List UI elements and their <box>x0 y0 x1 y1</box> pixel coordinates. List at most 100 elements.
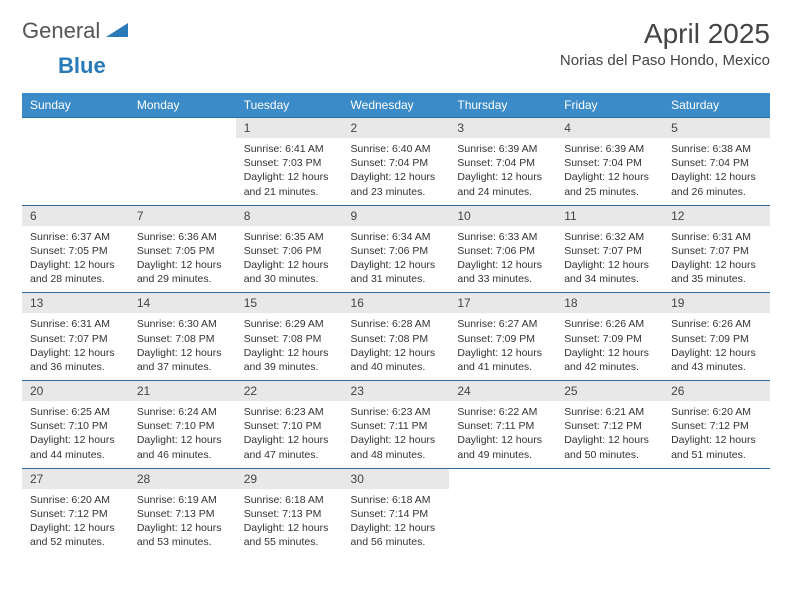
sunset-line: Sunset: 7:13 PM <box>137 507 228 521</box>
calendar-cell: 13Sunrise: 6:31 AMSunset: 7:07 PMDayligh… <box>22 293 129 381</box>
sunrise-line: Sunrise: 6:34 AM <box>351 230 442 244</box>
day-body: Sunrise: 6:36 AMSunset: 7:05 PMDaylight:… <box>129 226 236 293</box>
calendar-cell: 16Sunrise: 6:28 AMSunset: 7:08 PMDayligh… <box>343 293 450 381</box>
sunset-line: Sunset: 7:10 PM <box>137 419 228 433</box>
sunrise-line: Sunrise: 6:27 AM <box>457 317 548 331</box>
sunrise-line: Sunrise: 6:39 AM <box>564 142 655 156</box>
daylight-line: Daylight: 12 hours and 39 minutes. <box>244 346 335 374</box>
sunrise-line: Sunrise: 6:40 AM <box>351 142 442 156</box>
daylight-line: Daylight: 12 hours and 43 minutes. <box>671 346 762 374</box>
daylight-line: Daylight: 12 hours and 37 minutes. <box>137 346 228 374</box>
sunset-line: Sunset: 7:03 PM <box>244 156 335 170</box>
calendar-cell: 29Sunrise: 6:18 AMSunset: 7:13 PMDayligh… <box>236 468 343 555</box>
day-number: 19 <box>663 293 770 313</box>
daylight-line: Daylight: 12 hours and 30 minutes. <box>244 258 335 286</box>
sunset-line: Sunset: 7:04 PM <box>671 156 762 170</box>
sunset-line: Sunset: 7:13 PM <box>244 507 335 521</box>
sunrise-line: Sunrise: 6:19 AM <box>137 493 228 507</box>
calendar-row: 20Sunrise: 6:25 AMSunset: 7:10 PMDayligh… <box>22 381 770 469</box>
daylight-line: Daylight: 12 hours and 40 minutes. <box>351 346 442 374</box>
day-number: 28 <box>129 469 236 489</box>
calendar-cell: 27Sunrise: 6:20 AMSunset: 7:12 PMDayligh… <box>22 468 129 555</box>
sunrise-line: Sunrise: 6:26 AM <box>564 317 655 331</box>
daylight-line: Daylight: 12 hours and 29 minutes. <box>137 258 228 286</box>
dayname-header: Monday <box>129 93 236 118</box>
day-body: Sunrise: 6:22 AMSunset: 7:11 PMDaylight:… <box>449 401 556 468</box>
sunset-line: Sunset: 7:10 PM <box>30 419 121 433</box>
day-body: Sunrise: 6:23 AMSunset: 7:11 PMDaylight:… <box>343 401 450 468</box>
daylight-line: Daylight: 12 hours and 35 minutes. <box>671 258 762 286</box>
daylight-line: Daylight: 12 hours and 44 minutes. <box>30 433 121 461</box>
day-body: Sunrise: 6:31 AMSunset: 7:07 PMDaylight:… <box>663 226 770 293</box>
dayname-row: SundayMondayTuesdayWednesdayThursdayFrid… <box>22 93 770 118</box>
logo-triangle-icon <box>106 21 128 42</box>
calendar-body: 1Sunrise: 6:41 AMSunset: 7:03 PMDaylight… <box>22 118 770 556</box>
sunset-line: Sunset: 7:12 PM <box>564 419 655 433</box>
sunrise-line: Sunrise: 6:31 AM <box>30 317 121 331</box>
daylight-line: Daylight: 12 hours and 53 minutes. <box>137 521 228 549</box>
sunrise-line: Sunrise: 6:20 AM <box>30 493 121 507</box>
sunrise-line: Sunrise: 6:26 AM <box>671 317 762 331</box>
calendar-cell: 9Sunrise: 6:34 AMSunset: 7:06 PMDaylight… <box>343 205 450 293</box>
sunrise-line: Sunrise: 6:29 AM <box>244 317 335 331</box>
daylight-line: Daylight: 12 hours and 51 minutes. <box>671 433 762 461</box>
logo: General <box>22 18 130 44</box>
calendar-cell: 24Sunrise: 6:22 AMSunset: 7:11 PMDayligh… <box>449 381 556 469</box>
calendar-cell: 21Sunrise: 6:24 AMSunset: 7:10 PMDayligh… <box>129 381 236 469</box>
day-number: 6 <box>22 206 129 226</box>
day-number: 20 <box>22 381 129 401</box>
sunrise-line: Sunrise: 6:38 AM <box>671 142 762 156</box>
sunrise-line: Sunrise: 6:32 AM <box>564 230 655 244</box>
day-body: Sunrise: 6:32 AMSunset: 7:07 PMDaylight:… <box>556 226 663 293</box>
calendar-row: 27Sunrise: 6:20 AMSunset: 7:12 PMDayligh… <box>22 468 770 555</box>
day-body: Sunrise: 6:18 AMSunset: 7:13 PMDaylight:… <box>236 489 343 556</box>
day-body: Sunrise: 6:20 AMSunset: 7:12 PMDaylight:… <box>22 489 129 556</box>
day-body: Sunrise: 6:37 AMSunset: 7:05 PMDaylight:… <box>22 226 129 293</box>
daylight-line: Daylight: 12 hours and 47 minutes. <box>244 433 335 461</box>
logo-text-blue: Blue <box>58 53 106 78</box>
calendar-cell-empty <box>129 118 236 206</box>
calendar-cell: 17Sunrise: 6:27 AMSunset: 7:09 PMDayligh… <box>449 293 556 381</box>
day-number: 13 <box>22 293 129 313</box>
day-number: 23 <box>343 381 450 401</box>
calendar-cell: 4Sunrise: 6:39 AMSunset: 7:04 PMDaylight… <box>556 118 663 206</box>
calendar-cell: 26Sunrise: 6:20 AMSunset: 7:12 PMDayligh… <box>663 381 770 469</box>
sunset-line: Sunset: 7:08 PM <box>137 332 228 346</box>
calendar-cell: 1Sunrise: 6:41 AMSunset: 7:03 PMDaylight… <box>236 118 343 206</box>
day-number: 10 <box>449 206 556 226</box>
calendar-cell: 5Sunrise: 6:38 AMSunset: 7:04 PMDaylight… <box>663 118 770 206</box>
sunset-line: Sunset: 7:08 PM <box>351 332 442 346</box>
daylight-line: Daylight: 12 hours and 41 minutes. <box>457 346 548 374</box>
day-body: Sunrise: 6:35 AMSunset: 7:06 PMDaylight:… <box>236 226 343 293</box>
day-number: 14 <box>129 293 236 313</box>
sunrise-line: Sunrise: 6:23 AM <box>244 405 335 419</box>
daylight-line: Daylight: 12 hours and 21 minutes. <box>244 170 335 198</box>
calendar-cell-empty <box>449 468 556 555</box>
calendar-cell-empty <box>556 468 663 555</box>
sunrise-line: Sunrise: 6:21 AM <box>564 405 655 419</box>
sunrise-line: Sunrise: 6:22 AM <box>457 405 548 419</box>
sunset-line: Sunset: 7:11 PM <box>351 419 442 433</box>
day-number: 5 <box>663 118 770 138</box>
sunset-line: Sunset: 7:06 PM <box>457 244 548 258</box>
daylight-line: Daylight: 12 hours and 42 minutes. <box>564 346 655 374</box>
sunrise-line: Sunrise: 6:31 AM <box>671 230 762 244</box>
day-body: Sunrise: 6:30 AMSunset: 7:08 PMDaylight:… <box>129 313 236 380</box>
dayname-header: Friday <box>556 93 663 118</box>
day-body: Sunrise: 6:34 AMSunset: 7:06 PMDaylight:… <box>343 226 450 293</box>
day-body: Sunrise: 6:29 AMSunset: 7:08 PMDaylight:… <box>236 313 343 380</box>
day-body: Sunrise: 6:18 AMSunset: 7:14 PMDaylight:… <box>343 489 450 556</box>
sunset-line: Sunset: 7:07 PM <box>671 244 762 258</box>
calendar-cell: 7Sunrise: 6:36 AMSunset: 7:05 PMDaylight… <box>129 205 236 293</box>
sunrise-line: Sunrise: 6:23 AM <box>351 405 442 419</box>
sunset-line: Sunset: 7:09 PM <box>671 332 762 346</box>
day-number: 21 <box>129 381 236 401</box>
daylight-line: Daylight: 12 hours and 50 minutes. <box>564 433 655 461</box>
day-number: 7 <box>129 206 236 226</box>
daylight-line: Daylight: 12 hours and 56 minutes. <box>351 521 442 549</box>
calendar-cell-empty <box>22 118 129 206</box>
sunset-line: Sunset: 7:08 PM <box>244 332 335 346</box>
calendar-cell: 28 Sunrise: 6:19 AMSunset: 7:13 PMDayligh… <box>129 468 236 555</box>
sunset-line: Sunset: 7:11 PM <box>457 419 548 433</box>
day-number: 16 <box>343 293 450 313</box>
